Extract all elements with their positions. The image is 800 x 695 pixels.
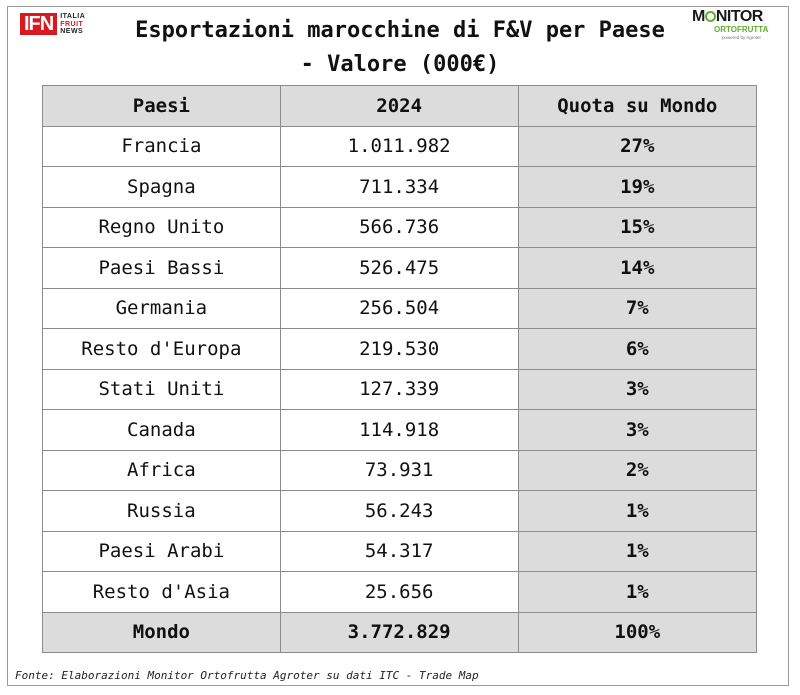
table-row: Resto d'Asia 25.656 1% <box>42 571 758 613</box>
cell-value: 566.736 <box>279 206 519 248</box>
source-note: Fonte: Elaborazioni Monitor Ortofrutta A… <box>15 669 479 682</box>
table-row: Paesi Arabi 54.317 1% <box>42 530 758 572</box>
table-row: Stati Uniti 127.339 3% <box>42 368 758 410</box>
cell-value: 56.243 <box>279 490 519 532</box>
chart-title-line-1: Esportazioni marocchine di F&V per Paese <box>135 18 665 43</box>
cell-value: 526.475 <box>279 247 519 289</box>
monitor-logo-m: M <box>692 8 705 25</box>
monitor-logo-rest: NITOR <box>715 8 763 25</box>
table-row: Africa 73.931 2% <box>42 449 758 491</box>
table-row: Paesi Bassi 526.475 14% <box>42 247 758 289</box>
cell-share: 3% <box>517 409 758 451</box>
chart-title-line-2: - Valore (000€) <box>300 52 500 77</box>
cell-country: Mondo <box>42 611 281 653</box>
table-total-row: Mondo 3.772.829 100% <box>42 611 758 653</box>
table-body: Francia 1.011.982 27% Spagna 711.334 19% Regno… <box>42 125 758 653</box>
cell-value: 114.918 <box>279 409 519 451</box>
cell-value: 711.334 <box>279 166 519 208</box>
ifn-logo-line-italia: ITALIA <box>60 13 86 20</box>
cell-country: Canada <box>42 409 281 451</box>
cell-share: 1% <box>517 490 758 532</box>
monitor-logo-word: M NITOR <box>692 8 763 26</box>
cell-country: Regno Unito <box>42 206 281 248</box>
cell-share: 15% <box>517 206 758 248</box>
cell-value: 256.504 <box>279 287 519 329</box>
cell-country: Africa <box>42 449 281 491</box>
cell-share: 19% <box>517 166 758 208</box>
monitor-ortofrutta-logo: M NITOR ORTOFRUTTA powered by Agroter <box>692 8 786 44</box>
cell-country: Resto d'Europa <box>42 328 281 370</box>
cell-share: 2% <box>517 449 758 491</box>
table-row: Canada 114.918 3% <box>42 409 758 451</box>
column-header-year: 2024 <box>279 85 519 127</box>
magnifier-icon <box>704 11 716 22</box>
exports-table: Paesi 2024 Quota su Mondo Francia 1.011.9… <box>42 85 758 653</box>
cell-share: 1% <box>517 571 758 613</box>
column-header-country: Paesi <box>42 85 281 127</box>
cell-share: 14% <box>517 247 758 289</box>
cell-value: 1.011.982 <box>279 125 519 167</box>
cell-share: 100% <box>517 611 758 653</box>
cell-country: Paesi Bassi <box>42 247 281 289</box>
cell-country: Stati Uniti <box>42 368 281 410</box>
ifn-logo-line-fruit: FRUIT <box>60 20 84 28</box>
monitor-logo-sub: ORTOFRUTTA <box>714 25 769 34</box>
cell-value: 25.656 <box>279 571 519 613</box>
ifn-logo-line-news: NEWS <box>60 28 84 35</box>
cell-share: 27% <box>517 125 758 167</box>
ifn-logo-mark: IFN <box>20 13 58 36</box>
cell-share: 3% <box>517 368 758 410</box>
table-row: Spagna 711.334 19% <box>42 166 758 208</box>
monitor-logo-tagline: powered by Agroter <box>722 35 762 40</box>
cell-country: Spagna <box>42 166 281 208</box>
cell-country: Russia <box>42 490 281 532</box>
table-row: Regno Unito 566.736 15% <box>42 206 758 248</box>
table-row: Germania 256.504 7% <box>42 287 758 329</box>
cell-country: Germania <box>42 287 281 329</box>
table-row: Russia 56.243 1% <box>42 490 758 532</box>
table-row: Francia 1.011.982 27% <box>42 125 758 167</box>
chart-title: Esportazioni marocchine di F&V per Paese… <box>0 14 800 82</box>
ifn-logo-text: ITALIA FRUIT NEWS <box>60 13 85 36</box>
column-header-share: Quota su Mondo <box>517 85 758 127</box>
cell-value: 54.317 <box>279 530 519 572</box>
cell-value: 3.772.829 <box>279 611 519 653</box>
cell-share: 6% <box>517 328 758 370</box>
cell-country: Paesi Arabi <box>42 530 281 572</box>
cell-country: Resto d'Asia <box>42 571 281 613</box>
cell-value: 127.339 <box>279 368 519 410</box>
table-row: Resto d'Europa 219.530 6% <box>42 328 758 370</box>
table-header-row: Paesi 2024 Quota su Mondo <box>42 85 758 127</box>
italia-fruit-news-logo: IFN ITALIA FRUIT NEWS <box>20 13 85 36</box>
cell-country: Francia <box>42 125 281 167</box>
cell-share: 7% <box>517 287 758 329</box>
chart-frame <box>7 6 789 686</box>
cell-share: 1% <box>517 530 758 572</box>
cell-value: 73.931 <box>279 449 519 491</box>
cell-value: 219.530 <box>279 328 519 370</box>
